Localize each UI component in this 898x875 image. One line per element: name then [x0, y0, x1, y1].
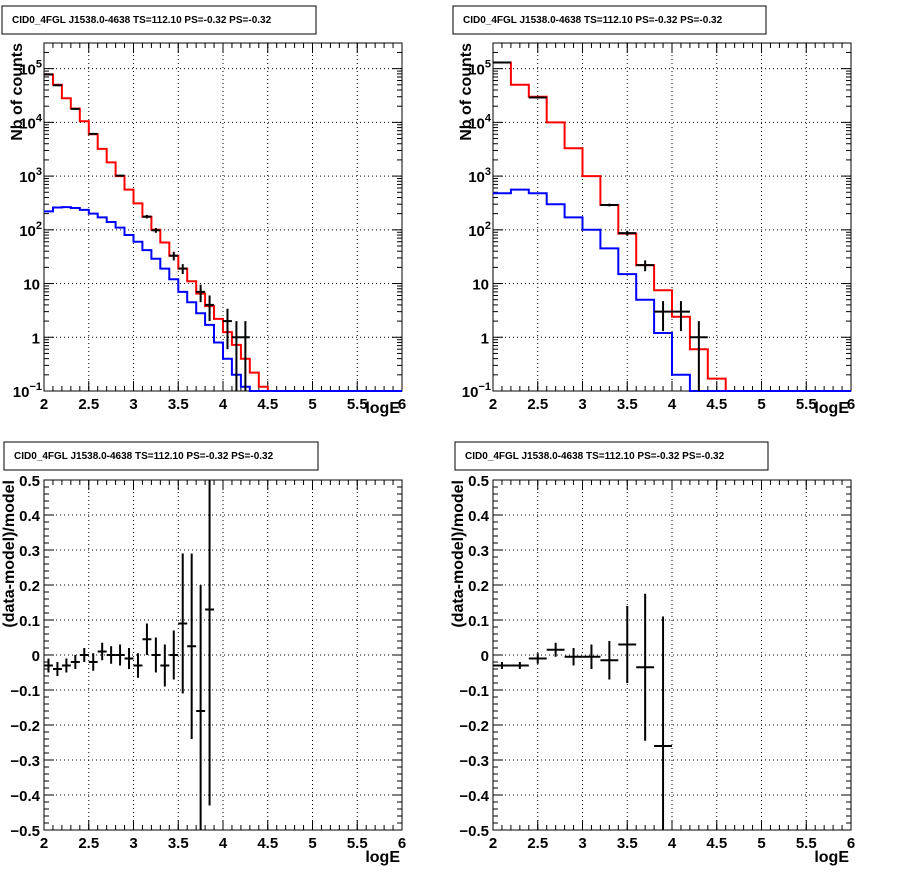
plot-area: 2 2.5 3 3.5 4 4.5 5 5.5 6 10−1 1 10 102 103 104 105	[13, 42, 406, 413]
x-tick-label: 5	[757, 396, 765, 413]
y-tick-label: −0.1	[10, 683, 40, 700]
y-tick-label: 10−1	[462, 381, 491, 401]
y-tick-label: 1	[32, 330, 40, 347]
x-tick-label: 5	[757, 835, 765, 852]
x-tick-label: 2	[40, 396, 48, 413]
x-tick-label: 4	[219, 835, 228, 852]
x-tick-label: 5.5	[796, 396, 817, 413]
x-tick-label: 4.5	[706, 396, 727, 413]
panel-residuals-right: CID0_4FGL J1538.0-4638 TS=112.10 PS=-0.3…	[450, 441, 855, 866]
x-tick-label: 3	[578, 396, 586, 413]
x-tick-label: 5.5	[796, 835, 817, 852]
y-tick-label: 0.5	[468, 473, 489, 490]
plot-area: 2 2.5 3 3.5 4 4.5 5 5.5 6 10−1 1 10 102 103 104 105	[462, 42, 855, 413]
y-tick-label: 104	[19, 112, 43, 132]
y-tick-label: 0.4	[468, 508, 490, 525]
chart-title: CID0_4FGL J1538.0-4638 TS=112.10 PS=-0.3…	[14, 451, 274, 462]
y-tick-label: 104	[468, 112, 492, 132]
y-axis-label: Nb of counts	[9, 43, 26, 141]
y-tick-label: 0.3	[19, 543, 40, 560]
y-tick-label: −0.5	[459, 823, 489, 840]
x-tick-label: 5.5	[347, 396, 368, 413]
x-tick-label: 6	[847, 835, 855, 852]
y-tick-label: 0.5	[19, 473, 40, 490]
y-tick-label: 103	[468, 166, 491, 186]
y-tick-label: −0.4	[459, 788, 489, 805]
y-tick-label: 0.4	[19, 508, 41, 525]
y-tick-label: −0.1	[459, 683, 489, 700]
y-tick-label: 0.1	[19, 613, 40, 630]
y-tick-label: 1	[481, 330, 489, 347]
y-tick-label: 0	[32, 648, 40, 665]
x-axis-label: logE	[365, 400, 400, 417]
x-tick-label: 2.5	[527, 835, 548, 852]
title-box: CID0_4FGL J1538.0-4638 TS=112.10 PS=-0.3…	[452, 5, 767, 35]
y-tick-label: 10−1	[13, 381, 42, 401]
x-tick-label: 4	[219, 396, 228, 413]
panel-residuals-left: CID0_4FGL J1538.0-4638 TS=112.10 PS=-0.3…	[1, 441, 406, 866]
x-tick-label: 4.5	[706, 835, 727, 852]
x-axis-label: logE	[814, 400, 849, 417]
x-tick-label: 4.5	[257, 396, 278, 413]
y-tick-label: 0.2	[19, 578, 40, 595]
x-tick-label: 5	[308, 396, 316, 413]
x-tick-label: 3.5	[617, 835, 638, 852]
y-tick-label: 0.3	[468, 543, 489, 560]
y-tick-label: −0.3	[459, 753, 489, 770]
y-tick-label: 103	[19, 166, 42, 186]
y-tick-label: 0.1	[468, 613, 489, 630]
x-axis-label: logE	[814, 849, 849, 866]
chart-title: CID0_4FGL J1538.0-4638 TS=112.10 PS=-0.3…	[12, 15, 272, 26]
panel-counts-right: CID0_4FGL J1538.0-4638 TS=112.10 PS=-0.3…	[452, 5, 855, 417]
y-tick-label: 102	[468, 220, 491, 240]
y-tick-label: 10	[472, 277, 489, 294]
y-tick-label: 0.2	[468, 578, 489, 595]
title-box: CID0_4FGL J1538.0-4638 TS=112.10 PS=-0.3…	[1, 5, 317, 35]
panel-counts-left: CID0_4FGL J1538.0-4638 TS=112.10 PS=-0.3…	[1, 5, 406, 417]
x-axis-label: logE	[365, 849, 400, 866]
y-tick-label: −0.2	[10, 718, 40, 735]
x-tick-label: 2.5	[527, 396, 548, 413]
x-tick-label: 2.5	[78, 396, 99, 413]
x-tick-label: 2.5	[78, 835, 99, 852]
series-component-line	[493, 188, 851, 392]
y-tick-label: −0.2	[459, 718, 489, 735]
x-tick-label: 3.5	[617, 396, 638, 413]
x-tick-label: 3.5	[168, 835, 189, 852]
x-tick-label: 3	[578, 835, 586, 852]
x-tick-label: 3.5	[168, 396, 189, 413]
plot-area: 2 2.5 3 3.5 4 4.5 5 5.5 6 −0.5 −0.4 −0.3 −0.2 −0.1 0 0.…	[10, 473, 406, 852]
x-tick-label: 4	[668, 835, 677, 852]
x-tick-label: 6	[398, 835, 406, 852]
y-tick-label: 105	[468, 59, 491, 79]
x-tick-label: 4	[668, 396, 677, 413]
y-tick-label: 105	[19, 59, 42, 79]
y-tick-label: 0	[481, 648, 489, 665]
x-tick-label: 2	[40, 835, 48, 852]
series-component-line	[44, 206, 402, 392]
x-tick-label: 3	[129, 396, 137, 413]
y-axis-label: (data-model)/model	[450, 480, 467, 628]
y-tick-label: −0.5	[10, 823, 40, 840]
x-tick-label: 3	[129, 835, 137, 852]
y-tick-label: 102	[19, 220, 42, 240]
chart-title: CID0_4FGL J1538.0-4638 TS=112.10 PS=-0.3…	[465, 451, 725, 462]
plot-area: 2 2.5 3 3.5 4 4.5 5 5.5 6 −0.5 −0.4 −0.3 −0.2 −0.1 0 0.…	[459, 473, 855, 852]
chart-title: CID0_4FGL J1538.0-4638 TS=112.10 PS=-0.3…	[463, 15, 723, 26]
y-axis-label: Nb of counts	[458, 43, 475, 141]
y-tick-label: 10	[23, 277, 40, 294]
x-tick-label: 4.5	[257, 835, 278, 852]
x-tick-label: 6	[398, 396, 406, 413]
y-tick-label: −0.4	[10, 788, 40, 805]
y-tick-label: −0.3	[10, 753, 40, 770]
x-tick-label: 6	[847, 396, 855, 413]
title-box: CID0_4FGL J1538.0-4638 TS=112.10 PS=-0.3…	[3, 441, 319, 471]
title-box: CID0_4FGL J1538.0-4638 TS=112.10 PS=-0.3…	[454, 441, 769, 471]
y-axis-label: (data-model)/model	[1, 480, 18, 628]
x-tick-label: 5	[308, 835, 316, 852]
x-tick-label: 2	[489, 835, 497, 852]
x-tick-label: 5.5	[347, 835, 368, 852]
x-tick-label: 2	[489, 396, 497, 413]
